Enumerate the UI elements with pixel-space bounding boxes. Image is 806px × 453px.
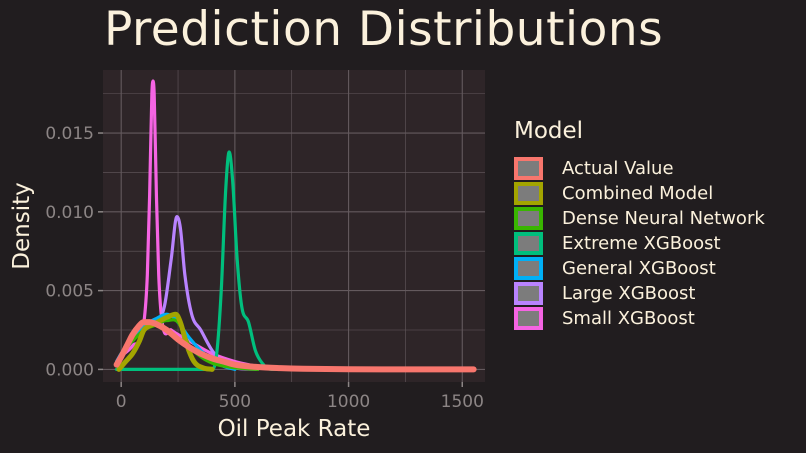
legend-item: Small XGBoost [514, 306, 765, 331]
legend-key-small-xgboost [514, 307, 543, 330]
legend: Model Actual Value Combined Model Dense … [514, 118, 765, 331]
legend-label: Dense Neural Network [562, 208, 765, 229]
legend-key-actual-value [514, 157, 543, 180]
legend-key-general-xgboost [514, 257, 543, 280]
legend-key-combined-model [514, 182, 543, 205]
density-curve-actual-value [113, 319, 477, 373]
legend-label: Large XGBoost [562, 283, 696, 304]
legend-item: Dense Neural Network [514, 206, 765, 231]
density-curve-combined-model [116, 311, 215, 372]
x-tick-label: 1500 [441, 392, 484, 412]
legend-title: Model [514, 118, 584, 144]
x-axis-ticks: 0 500 1000 1500 [116, 382, 484, 412]
legend-item: Combined Model [514, 181, 765, 206]
legend-key-extreme-xgboost [514, 232, 543, 255]
x-tick-label: 1000 [327, 392, 370, 412]
y-tick-label: 0.010 [45, 203, 94, 223]
legend-item: Extreme XGBoost [514, 231, 765, 256]
y-axis-ticks: 0.000 0.005 0.010 0.015 [45, 124, 103, 380]
legend-items: Actual Value Combined Model Dense Neural… [514, 156, 765, 331]
legend-item: Actual Value [514, 156, 765, 181]
x-axis-title: Oil Peak Rate [218, 416, 371, 442]
legend-label: General XGBoost [562, 258, 716, 279]
legend-key-dense-neural-network [514, 207, 543, 230]
density-curves [113, 79, 477, 373]
y-tick-label: 0.000 [45, 360, 94, 380]
y-tick-label: 0.005 [45, 282, 94, 302]
x-tick-label: 0 [116, 392, 127, 412]
legend-label: Small XGBoost [562, 308, 695, 329]
legend-item: General XGBoost [514, 256, 765, 281]
legend-label: Actual Value [562, 158, 674, 179]
x-tick-label: 500 [219, 392, 251, 412]
y-tick-label: 0.015 [45, 124, 94, 144]
legend-item: Large XGBoost [514, 281, 765, 306]
y-axis-title: Density [9, 182, 35, 269]
plot-panel [103, 70, 485, 382]
chart-title: Prediction Distributions [104, 2, 664, 57]
legend-key-large-xgboost [514, 282, 543, 305]
legend-label: Extreme XGBoost [562, 233, 721, 254]
legend-label: Combined Model [562, 183, 714, 204]
